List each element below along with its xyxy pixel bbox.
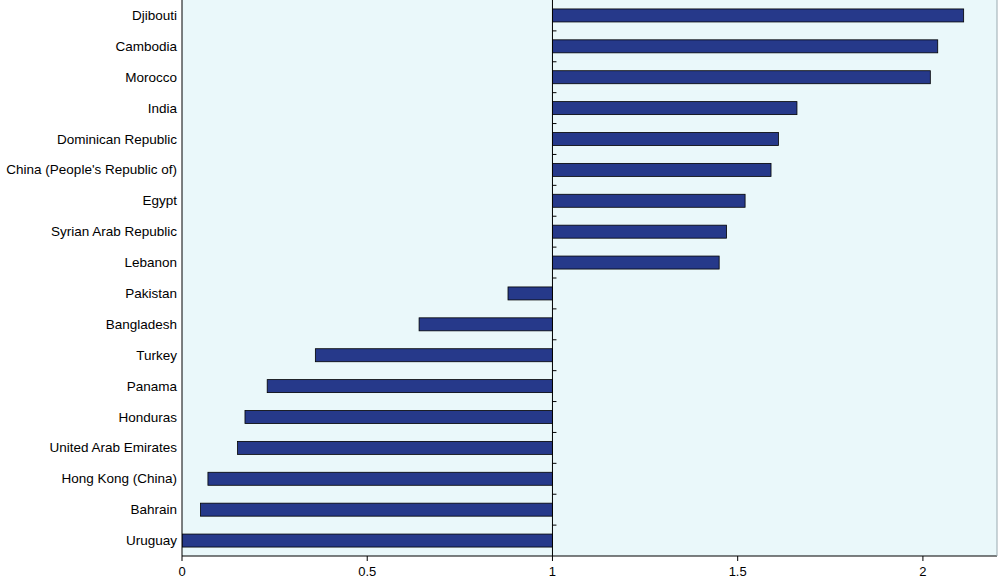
bar [201,503,553,516]
bar [508,287,552,300]
chart: 0 0.5 1 1.5 2 Djibouti Cambodia Morocco India Dom… [0,0,1000,581]
x-tick-label: 2 [919,564,926,579]
bar [245,411,552,424]
bar [552,102,797,115]
bar [552,71,930,84]
category-label: United Arab Emirates [49,440,177,455]
x-axis [182,556,997,557]
category-tick [552,308,556,309]
category-tick [552,92,556,93]
category-label: Cambodia [115,39,177,54]
category-label: Syrian Arab Republic [51,224,177,239]
category-label: Hong Kong (China) [61,471,177,486]
category-label: India [148,101,178,116]
bar [552,256,719,269]
bars [182,9,964,547]
category-label: Lebanon [124,255,177,270]
category-label: Morocco [125,70,177,85]
category-label: Djibouti [132,8,177,23]
x-tick [737,556,738,561]
bar [552,133,778,146]
category-label: Uruguay [126,533,177,548]
x-tick-label: 0 [178,564,185,579]
category-tick [552,494,556,495]
plot-background [182,0,997,556]
category-label: China (People's Republic of) [6,162,177,177]
category-label: Bangladesh [106,317,177,332]
bar [267,380,552,393]
y-axis [182,0,183,556]
category-label: Turkey [136,348,177,363]
category-tick [552,123,556,124]
bar [315,349,552,362]
category-tick [552,61,556,62]
bar [552,9,963,22]
x-tick [552,556,553,561]
category-label: Bahrain [130,502,177,517]
x-tick [922,556,923,561]
category-tick [552,339,556,340]
category-label: Egypt [142,193,177,208]
category-tick [552,278,556,279]
bar [182,534,552,547]
category-tick [552,401,556,402]
x-tick [367,556,368,561]
bar [552,225,726,238]
x-tick-label: 1 [549,564,556,579]
category-label: Pakistan [125,286,177,301]
bar [208,472,553,485]
bar [552,40,937,53]
category-tick [552,432,556,433]
category-tick [552,525,556,526]
plot-frame [997,0,998,556]
category-label: Dominican Republic [57,132,177,147]
bar [419,318,552,331]
category-tick [552,247,556,248]
category-tick [552,370,556,371]
category-tick [552,463,556,464]
category-tick [552,30,556,31]
x-tick [182,556,183,561]
x-tick-label: 0.5 [358,564,376,579]
category-tick [552,216,556,217]
bar [552,194,745,207]
x-tick-label: 1.5 [729,564,747,579]
bar [238,441,553,454]
bar [552,163,771,176]
category-label: Panama [127,379,178,394]
category-label: Honduras [118,410,177,425]
category-tick [552,154,556,155]
category-tick [552,185,556,186]
